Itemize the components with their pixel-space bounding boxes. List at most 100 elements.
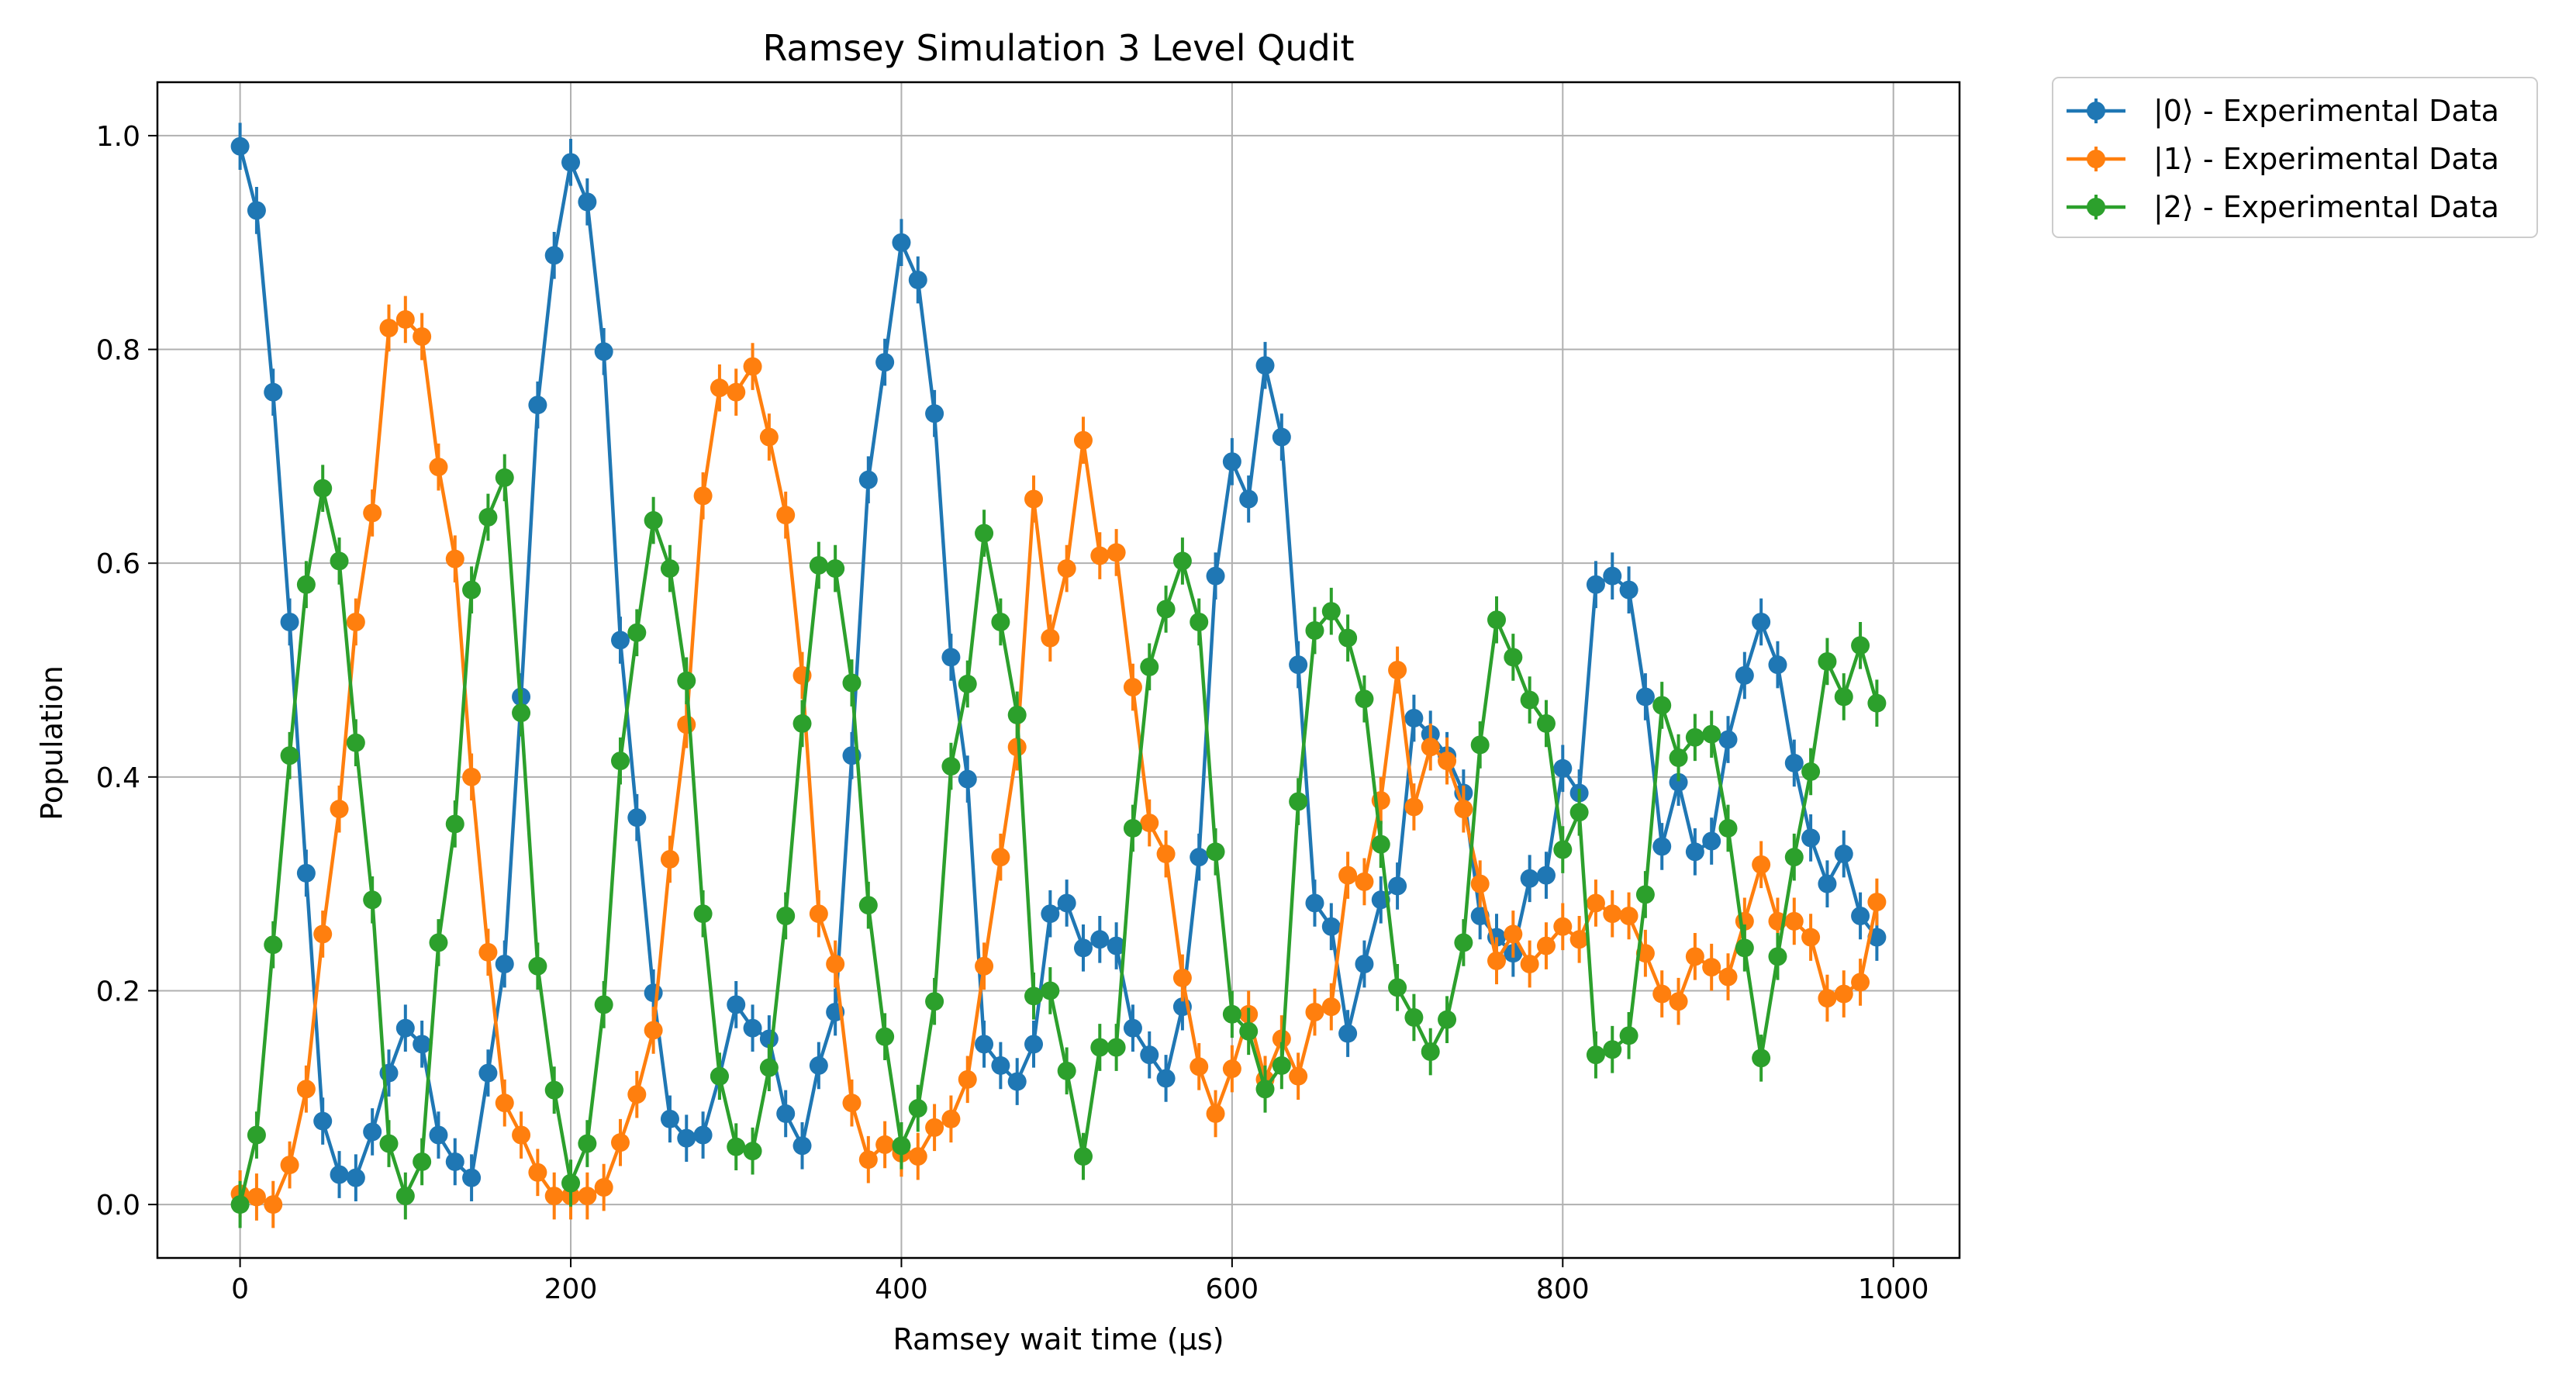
data-point	[495, 1094, 514, 1113]
data-point	[1140, 814, 1159, 833]
x-tick-label: 800	[1536, 1273, 1590, 1305]
data-point	[660, 849, 679, 869]
data-point	[1090, 1038, 1110, 1057]
data-point	[1784, 911, 1804, 931]
data-point	[1851, 906, 1870, 925]
data-point	[892, 233, 911, 252]
data-point	[1041, 904, 1060, 924]
data-point	[247, 201, 266, 220]
data-point	[925, 404, 944, 423]
data-point	[1470, 735, 1490, 755]
data-point	[1156, 1069, 1176, 1088]
data-point	[1289, 655, 1308, 675]
data-point	[1702, 724, 1721, 744]
data-point	[1073, 1147, 1093, 1166]
data-point	[395, 309, 415, 329]
data-point	[677, 1128, 696, 1148]
data-point	[1388, 661, 1407, 679]
data-point	[1685, 727, 1704, 747]
data-point	[1801, 762, 1821, 781]
data-point	[1123, 678, 1142, 697]
data-point	[743, 1018, 762, 1038]
data-point	[1156, 600, 1176, 619]
data-point	[792, 1136, 812, 1156]
data-point	[842, 1094, 862, 1113]
data-point	[1305, 1003, 1324, 1022]
data-point	[1239, 489, 1259, 509]
data-point	[1867, 693, 1887, 713]
data-point	[247, 1125, 266, 1145]
data-point	[1735, 938, 1754, 958]
data-point	[1470, 874, 1490, 893]
data-point	[727, 1137, 746, 1156]
data-point	[1834, 984, 1853, 1004]
y-axis-label: Population	[35, 665, 69, 821]
data-point	[296, 1080, 316, 1099]
data-point	[1801, 928, 1821, 947]
data-point	[925, 1118, 944, 1137]
data-point	[1404, 1007, 1424, 1027]
data-point	[792, 714, 812, 733]
data-point	[908, 1147, 927, 1166]
data-point	[1586, 1045, 1605, 1065]
data-point	[875, 1027, 895, 1046]
data-point	[1222, 452, 1241, 472]
data-point	[363, 1122, 382, 1142]
data-point	[1752, 1049, 1771, 1068]
legend-box	[2052, 77, 2538, 238]
data-point	[1553, 758, 1573, 778]
data-point	[1057, 1061, 1076, 1080]
x-tick-label: 0	[231, 1273, 249, 1305]
data-point	[1222, 1004, 1241, 1024]
data-point	[1206, 566, 1225, 586]
data-point	[1090, 930, 1110, 949]
data-point	[1586, 893, 1605, 913]
data-point	[975, 524, 994, 543]
data-point	[445, 1152, 464, 1171]
data-point	[925, 992, 944, 1011]
data-point	[1404, 709, 1424, 728]
data-point	[941, 648, 961, 667]
data-point	[1421, 738, 1440, 757]
data-point	[1603, 566, 1622, 586]
data-point	[1239, 1021, 1259, 1041]
data-point	[1321, 997, 1341, 1017]
data-point	[528, 1163, 547, 1182]
y-tick-label: 0.6	[96, 548, 140, 580]
data-point	[594, 995, 613, 1014]
data-point	[1388, 978, 1407, 997]
data-point	[313, 924, 333, 944]
data-point	[1338, 1024, 1358, 1043]
data-point	[544, 1187, 564, 1206]
data-point	[330, 800, 349, 819]
data-point	[1172, 551, 1192, 571]
data-point	[1057, 559, 1076, 579]
data-point	[264, 1195, 283, 1215]
data-point	[1024, 489, 1044, 509]
data-point	[230, 136, 250, 156]
data-point	[1520, 869, 1539, 888]
data-point	[1685, 947, 1704, 966]
data-point	[1487, 951, 1507, 970]
series-0	[230, 123, 1887, 1201]
data-point	[478, 507, 498, 527]
data-point	[1652, 696, 1672, 715]
data-point	[1107, 936, 1126, 955]
data-point	[1388, 876, 1407, 896]
data-point	[230, 1195, 250, 1215]
data-point	[379, 1134, 399, 1153]
data-point	[1305, 893, 1324, 913]
data-point	[892, 1136, 911, 1156]
data-point	[1851, 973, 1870, 992]
data-point	[1338, 628, 1358, 648]
data-point	[1289, 1066, 1308, 1086]
data-point	[346, 1168, 365, 1187]
data-point	[1024, 1035, 1044, 1054]
legend-entry-2: |2⟩ - Experimental Data	[2067, 190, 2499, 225]
data-point	[677, 671, 696, 690]
data-point	[280, 612, 299, 631]
data-point	[1355, 689, 1374, 709]
data-point	[1702, 958, 1721, 977]
data-point	[627, 623, 647, 642]
data-point	[908, 1099, 927, 1118]
